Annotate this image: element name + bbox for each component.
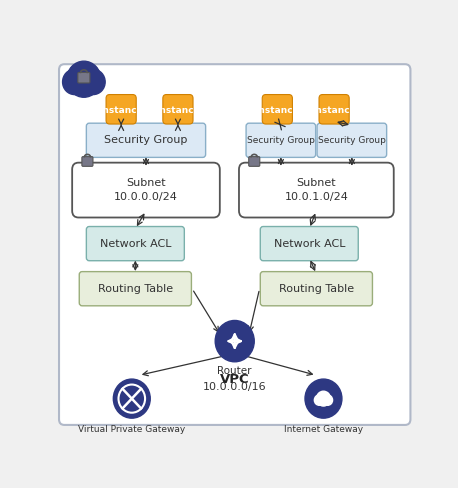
Text: Instance: Instance	[312, 106, 356, 115]
Text: Subnet
10.0.1.0/24: Subnet 10.0.1.0/24	[284, 179, 348, 202]
Circle shape	[69, 64, 91, 87]
Circle shape	[314, 395, 324, 406]
FancyBboxPatch shape	[249, 157, 260, 166]
FancyBboxPatch shape	[79, 272, 191, 306]
Circle shape	[318, 392, 326, 401]
FancyBboxPatch shape	[87, 123, 206, 158]
Text: Security Group: Security Group	[104, 135, 188, 145]
Text: Instance: Instance	[99, 106, 143, 115]
Circle shape	[77, 64, 99, 87]
FancyBboxPatch shape	[163, 95, 193, 124]
Circle shape	[63, 69, 87, 95]
Circle shape	[316, 391, 331, 406]
FancyBboxPatch shape	[317, 123, 387, 158]
Text: 10.0.0.0/16: 10.0.0.0/16	[203, 382, 267, 392]
FancyBboxPatch shape	[82, 157, 93, 166]
FancyBboxPatch shape	[106, 95, 136, 124]
Circle shape	[67, 61, 101, 97]
Circle shape	[82, 69, 105, 95]
Circle shape	[113, 379, 150, 418]
FancyBboxPatch shape	[87, 226, 184, 261]
FancyBboxPatch shape	[262, 95, 292, 124]
FancyBboxPatch shape	[78, 72, 90, 83]
Circle shape	[321, 392, 329, 401]
FancyBboxPatch shape	[59, 64, 410, 425]
Text: VPC: VPC	[220, 373, 250, 386]
Text: Subnet
10.0.0.0/24: Subnet 10.0.0.0/24	[114, 179, 178, 202]
Text: Network ACL: Network ACL	[99, 239, 171, 248]
FancyBboxPatch shape	[246, 123, 316, 158]
Text: Virtual Private Gateway: Virtual Private Gateway	[78, 425, 185, 434]
Circle shape	[215, 321, 254, 362]
Text: Internet Gateway: Internet Gateway	[284, 425, 363, 434]
FancyBboxPatch shape	[239, 163, 394, 218]
Text: Routing Table: Routing Table	[98, 284, 173, 294]
Text: Security Group: Security Group	[247, 136, 315, 145]
Text: Instance: Instance	[256, 106, 299, 115]
Text: Routing Table: Routing Table	[279, 284, 354, 294]
FancyBboxPatch shape	[72, 163, 220, 218]
Text: Instance: Instance	[156, 106, 200, 115]
Circle shape	[323, 395, 333, 406]
Text: Router: Router	[218, 366, 252, 376]
FancyBboxPatch shape	[260, 226, 358, 261]
FancyBboxPatch shape	[260, 272, 372, 306]
Text: Network ACL: Network ACL	[273, 239, 345, 248]
FancyBboxPatch shape	[319, 95, 349, 124]
Circle shape	[305, 379, 342, 418]
Text: Security Group: Security Group	[318, 136, 386, 145]
